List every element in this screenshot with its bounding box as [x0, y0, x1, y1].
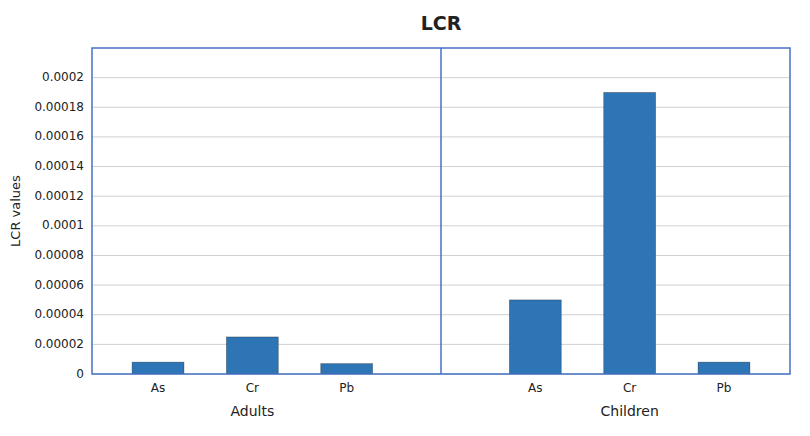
x-tick-label: Pb — [339, 381, 354, 395]
x-tick-label: As — [151, 381, 165, 395]
bar — [132, 362, 184, 374]
x-tick-label: As — [528, 381, 542, 395]
chart-container: 0 0.00002 0.00004 0.00006 0.00008 0.0001 0.000… — [0, 0, 810, 436]
title: LCR — [421, 12, 462, 34]
y-tick-label: 0 — [76, 367, 84, 381]
bar — [509, 300, 561, 374]
x-tick-label: Cr — [623, 381, 636, 395]
y-tick-label: 0.00008 — [34, 248, 84, 262]
x-axis: As Cr Pb As Cr Pb — [151, 381, 732, 395]
y-axis: 0 0.00002 0.00004 0.00006 0.00008 0.0001 0.000… — [34, 70, 84, 380]
x-tick-label: Pb — [717, 381, 732, 395]
y-tick-label: 0.00004 — [34, 307, 84, 321]
y-tick-label: 0.00018 — [34, 100, 84, 114]
y-tick-label: 0.00012 — [34, 189, 84, 203]
y-tick-label: 0.00002 — [34, 337, 84, 351]
y-tick-label: 0.0001 — [42, 218, 84, 232]
chart: 0 0.00002 0.00004 0.00006 0.00008 0.0001 0.000… — [0, 0, 810, 436]
group-separator — [440, 48, 442, 374]
y-axis-label: LCR values — [8, 175, 23, 247]
y-tick-label: 0.00006 — [34, 278, 84, 292]
y-tick-label: 0.00014 — [34, 159, 84, 173]
bar — [226, 337, 278, 374]
group-label: Children — [601, 403, 659, 419]
plot-frame — [92, 48, 790, 374]
y-tick-label: 0.0002 — [42, 70, 84, 84]
group-label: Adults — [230, 403, 274, 419]
bar — [698, 362, 750, 374]
y-tick-label: 0.00016 — [34, 129, 84, 143]
bar — [321, 364, 373, 374]
bar — [604, 92, 656, 374]
x-tick-label: Cr — [246, 381, 259, 395]
